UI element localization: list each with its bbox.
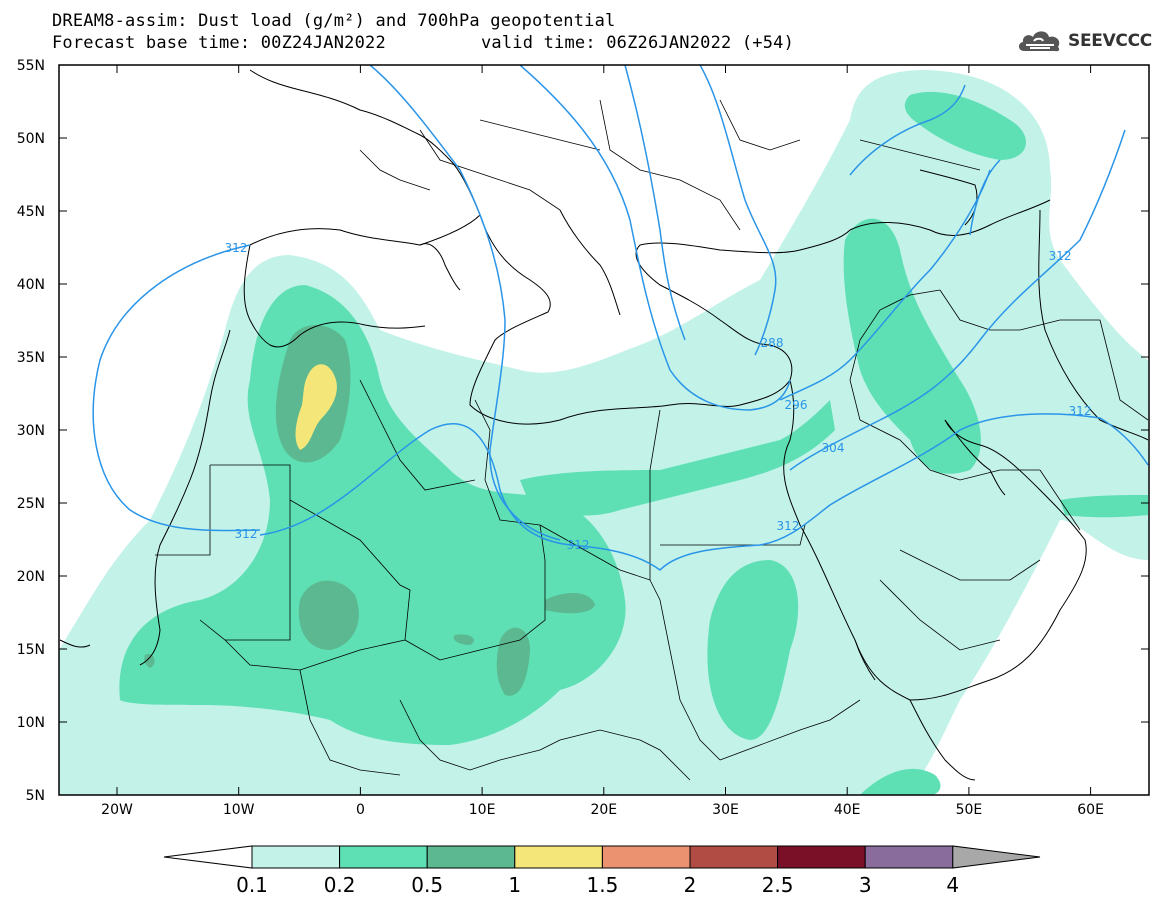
colorbar-max-arrow <box>952 845 1041 869</box>
lon-tick-label: 60E <box>1077 802 1104 818</box>
colorbar-min-arrow <box>163 845 253 869</box>
colorbar-swatch <box>251 845 341 869</box>
colorbar-swatch <box>339 845 428 869</box>
colorbar-label: 2.5 <box>762 873 794 897</box>
dust-level-1 <box>295 364 337 450</box>
lat-tick-label: 30N <box>17 423 45 439</box>
contour-label: 304 <box>822 441 845 455</box>
lon-tick-label: 10W <box>223 802 255 818</box>
lon-tick-label: 20E <box>590 802 617 818</box>
lat-tick-label: 35N <box>17 350 45 366</box>
lon-tick-label: 50E <box>956 802 983 818</box>
contour-label: 296 <box>785 398 808 412</box>
lat-tick-label: 25N <box>17 496 45 512</box>
contour-label: 312 <box>567 538 590 552</box>
seevccc-logo: SEEVCCC <box>1016 26 1152 56</box>
contour-label: 312 <box>225 241 248 255</box>
lat-tick-label: 50N <box>17 131 45 147</box>
colorbar-swatch <box>689 845 779 869</box>
colorbar-label: 3 <box>859 873 872 897</box>
lon-tick-label: 0 <box>356 802 365 818</box>
contour-label: 288 <box>761 336 784 350</box>
colorbar-label: 2 <box>684 873 697 897</box>
colorbar-legend: 0.1 0.2 0.5 1 1.5 2 2.5 3 4 <box>163 845 1041 897</box>
cloud-icon <box>1018 31 1060 52</box>
colorbar-swatch <box>777 845 866 869</box>
lat-tick-label: 10N <box>17 715 45 731</box>
dust-level-0.2 <box>119 91 1148 795</box>
latitude-axis: 55N 50N 45N 40N 35N 30N 25N 20N 15N 10N 5N <box>17 58 1149 804</box>
contour-label: 312 <box>1049 249 1072 263</box>
colorbar-swatch <box>864 845 954 869</box>
colorbar-swatch <box>514 845 603 869</box>
geopotential-contours <box>92 65 1149 571</box>
lon-tick-label: 10E <box>469 802 496 818</box>
colorbar-label: 4 <box>946 873 959 897</box>
longitude-axis: 20W 10W 0 10E 20E 30E 40E 50E 60E <box>101 65 1104 818</box>
colorbar-label: 0.1 <box>236 873 268 897</box>
valid-time: valid time: 06Z26JAN2022 (+54) <box>481 33 795 53</box>
colorbar-label: 0.5 <box>411 873 443 897</box>
contour-label: 312 <box>1069 404 1092 418</box>
lon-tick-label: 20W <box>101 802 133 818</box>
map-title: DREAM8-assim: Dust load (g/m²) and 700hP… <box>52 11 616 31</box>
lat-tick-label: 55N <box>17 58 45 74</box>
lon-tick-label: 30E <box>712 802 739 818</box>
dust-level-0.5 <box>144 325 595 696</box>
lon-tick-label: 40E <box>834 802 861 818</box>
lat-tick-label: 40N <box>17 277 45 293</box>
coastlines <box>59 69 1149 781</box>
colorbar-swatch <box>601 845 691 869</box>
lat-tick-label: 20N <box>17 569 45 585</box>
colorbar-swatch <box>426 845 516 869</box>
contour-labels: 312 312 312 312 296 288 304 312 312 <box>225 241 1092 552</box>
lat-tick-label: 45N <box>17 204 45 220</box>
contour-label: 312 <box>777 519 800 533</box>
colorbar-label: 0.2 <box>324 873 356 897</box>
colorbar-label: 1 <box>508 873 521 897</box>
political-borders <box>155 99 1149 781</box>
logo-text: SEEVCCC <box>1068 31 1152 51</box>
contour-label: 312 <box>235 527 258 541</box>
colorbar-label: 1.5 <box>586 873 618 897</box>
lat-tick-label: 15N <box>17 642 45 658</box>
lat-tick-label: 5N <box>26 788 45 804</box>
forecast-base-time: Forecast base time: 00Z24JAN2022 <box>52 33 386 53</box>
